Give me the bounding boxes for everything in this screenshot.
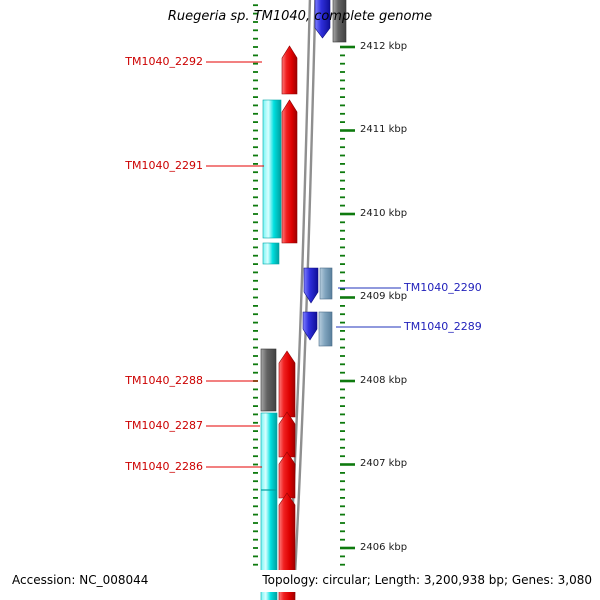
- gene-block[interactable]: [260, 348, 277, 412]
- ruler-label: 2408 kbp: [360, 375, 408, 386]
- gene-arrow[interactable]: [278, 350, 296, 418]
- gene-label[interactable]: TM1040_2291: [125, 159, 203, 172]
- gene-block[interactable]: [262, 242, 280, 265]
- gene-block[interactable]: [332, 0, 347, 43]
- gene-arrow[interactable]: [314, 0, 331, 39]
- topology-text: Topology: circular; Length: 3,200,938 bp…: [262, 573, 592, 587]
- gene-label[interactable]: TM1040_2286: [125, 460, 203, 473]
- label-leader-lines-left: [206, 61, 264, 468]
- label-leader-lines-right: [336, 287, 401, 328]
- ruler-ticks: [253, 4, 355, 566]
- gene-block[interactable]: [319, 267, 333, 300]
- gene-label[interactable]: TM1040_2292: [125, 55, 203, 68]
- gene-block[interactable]: [318, 311, 333, 347]
- gene-label[interactable]: TM1040_2288: [125, 374, 203, 387]
- gene-arrow[interactable]: [303, 267, 319, 304]
- gene-block[interactable]: [262, 99, 282, 239]
- genome-axis-line: [292, 0, 317, 600]
- gene-arrow[interactable]: [281, 45, 298, 95]
- gene-label[interactable]: TM1040_2289: [404, 320, 482, 333]
- ruler-label: 2412 kbp: [360, 41, 408, 52]
- gene-arrow[interactable]: [278, 411, 296, 458]
- gene-arrow[interactable]: [278, 451, 296, 499]
- gene-block[interactable]: [260, 412, 278, 600]
- page-title: Ruegeria sp. TM1040, complete genome: [167, 9, 433, 24]
- gene-arrow[interactable]: [281, 99, 298, 244]
- ruler-label: 2406 kbp: [360, 542, 408, 553]
- ruler-label: 2410 kbp: [360, 208, 408, 219]
- footer-background: [0, 570, 600, 592]
- gene-arrow[interactable]: [302, 311, 318, 341]
- accession-text: Accession: NC_008044: [12, 573, 149, 587]
- gene-label[interactable]: TM1040_2287: [125, 419, 203, 432]
- ruler-label: 2407 kbp: [360, 458, 408, 469]
- gene-label[interactable]: TM1040_2290: [404, 281, 482, 294]
- ruler-label: 2411 kbp: [360, 124, 408, 135]
- ruler-label: 2409 kbp: [360, 291, 408, 302]
